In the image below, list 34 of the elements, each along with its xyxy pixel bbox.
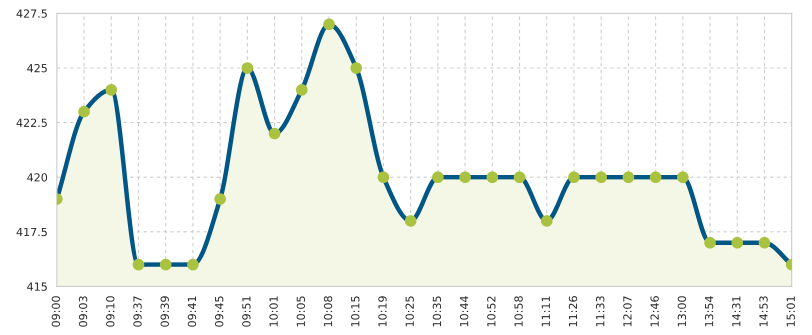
x-tick-label: 09:39 — [160, 296, 169, 327]
x-tick-label: 15:01 — [786, 296, 795, 326]
x-tick-label: 09:00 — [52, 296, 60, 327]
x-tick-label: 12:46 — [650, 296, 659, 326]
y-tick-label: 420 — [27, 173, 48, 182]
x-tick-label: 09:45 — [214, 296, 224, 327]
x-tick-label: 10:44 — [460, 296, 468, 326]
x-tick-label: 14:31 — [732, 296, 740, 326]
x-tick-label: 09:37 — [133, 296, 142, 327]
x-tick-label: 13:00 — [678, 296, 686, 326]
x-tick-label: 10:35 — [432, 296, 442, 326]
x-tick-label: 12:07 — [623, 296, 632, 326]
x-tick-label: 09:51 — [242, 296, 251, 327]
x-tick-label: 10:58 — [514, 296, 523, 326]
x-tick-label: 09:10 — [106, 296, 114, 327]
x-tick-label: 11:33 — [596, 296, 604, 326]
x-tick-label: 11:11 — [542, 296, 550, 326]
y-tick-label: 417.5 — [16, 228, 47, 236]
y-tick-label: 427.5 — [16, 9, 47, 18]
x-tick-label: 10:19 — [378, 296, 387, 326]
x-tick-label: 10:25 — [405, 296, 414, 326]
x-tick-label: 13:54 — [704, 296, 714, 326]
x-tick-label: 10:52 — [487, 296, 496, 326]
x-tick-label: 10:05 — [296, 296, 306, 326]
y-tick-label: 425 — [27, 64, 47, 72]
x-tick-label: 09:41 — [188, 296, 196, 327]
x-tick-label: 10:15 — [351, 296, 360, 326]
y-tick-label: 422.5 — [16, 118, 47, 127]
x-tick-label: 10:08 — [324, 296, 332, 326]
x-tick-label: 09:03 — [78, 296, 88, 327]
y-tick-label: 415 — [27, 282, 47, 291]
x-tick-label: 11:26 — [568, 296, 578, 326]
x-tick-label: 14:53 — [759, 296, 768, 326]
x-tick-label: 10:01 — [269, 296, 278, 326]
